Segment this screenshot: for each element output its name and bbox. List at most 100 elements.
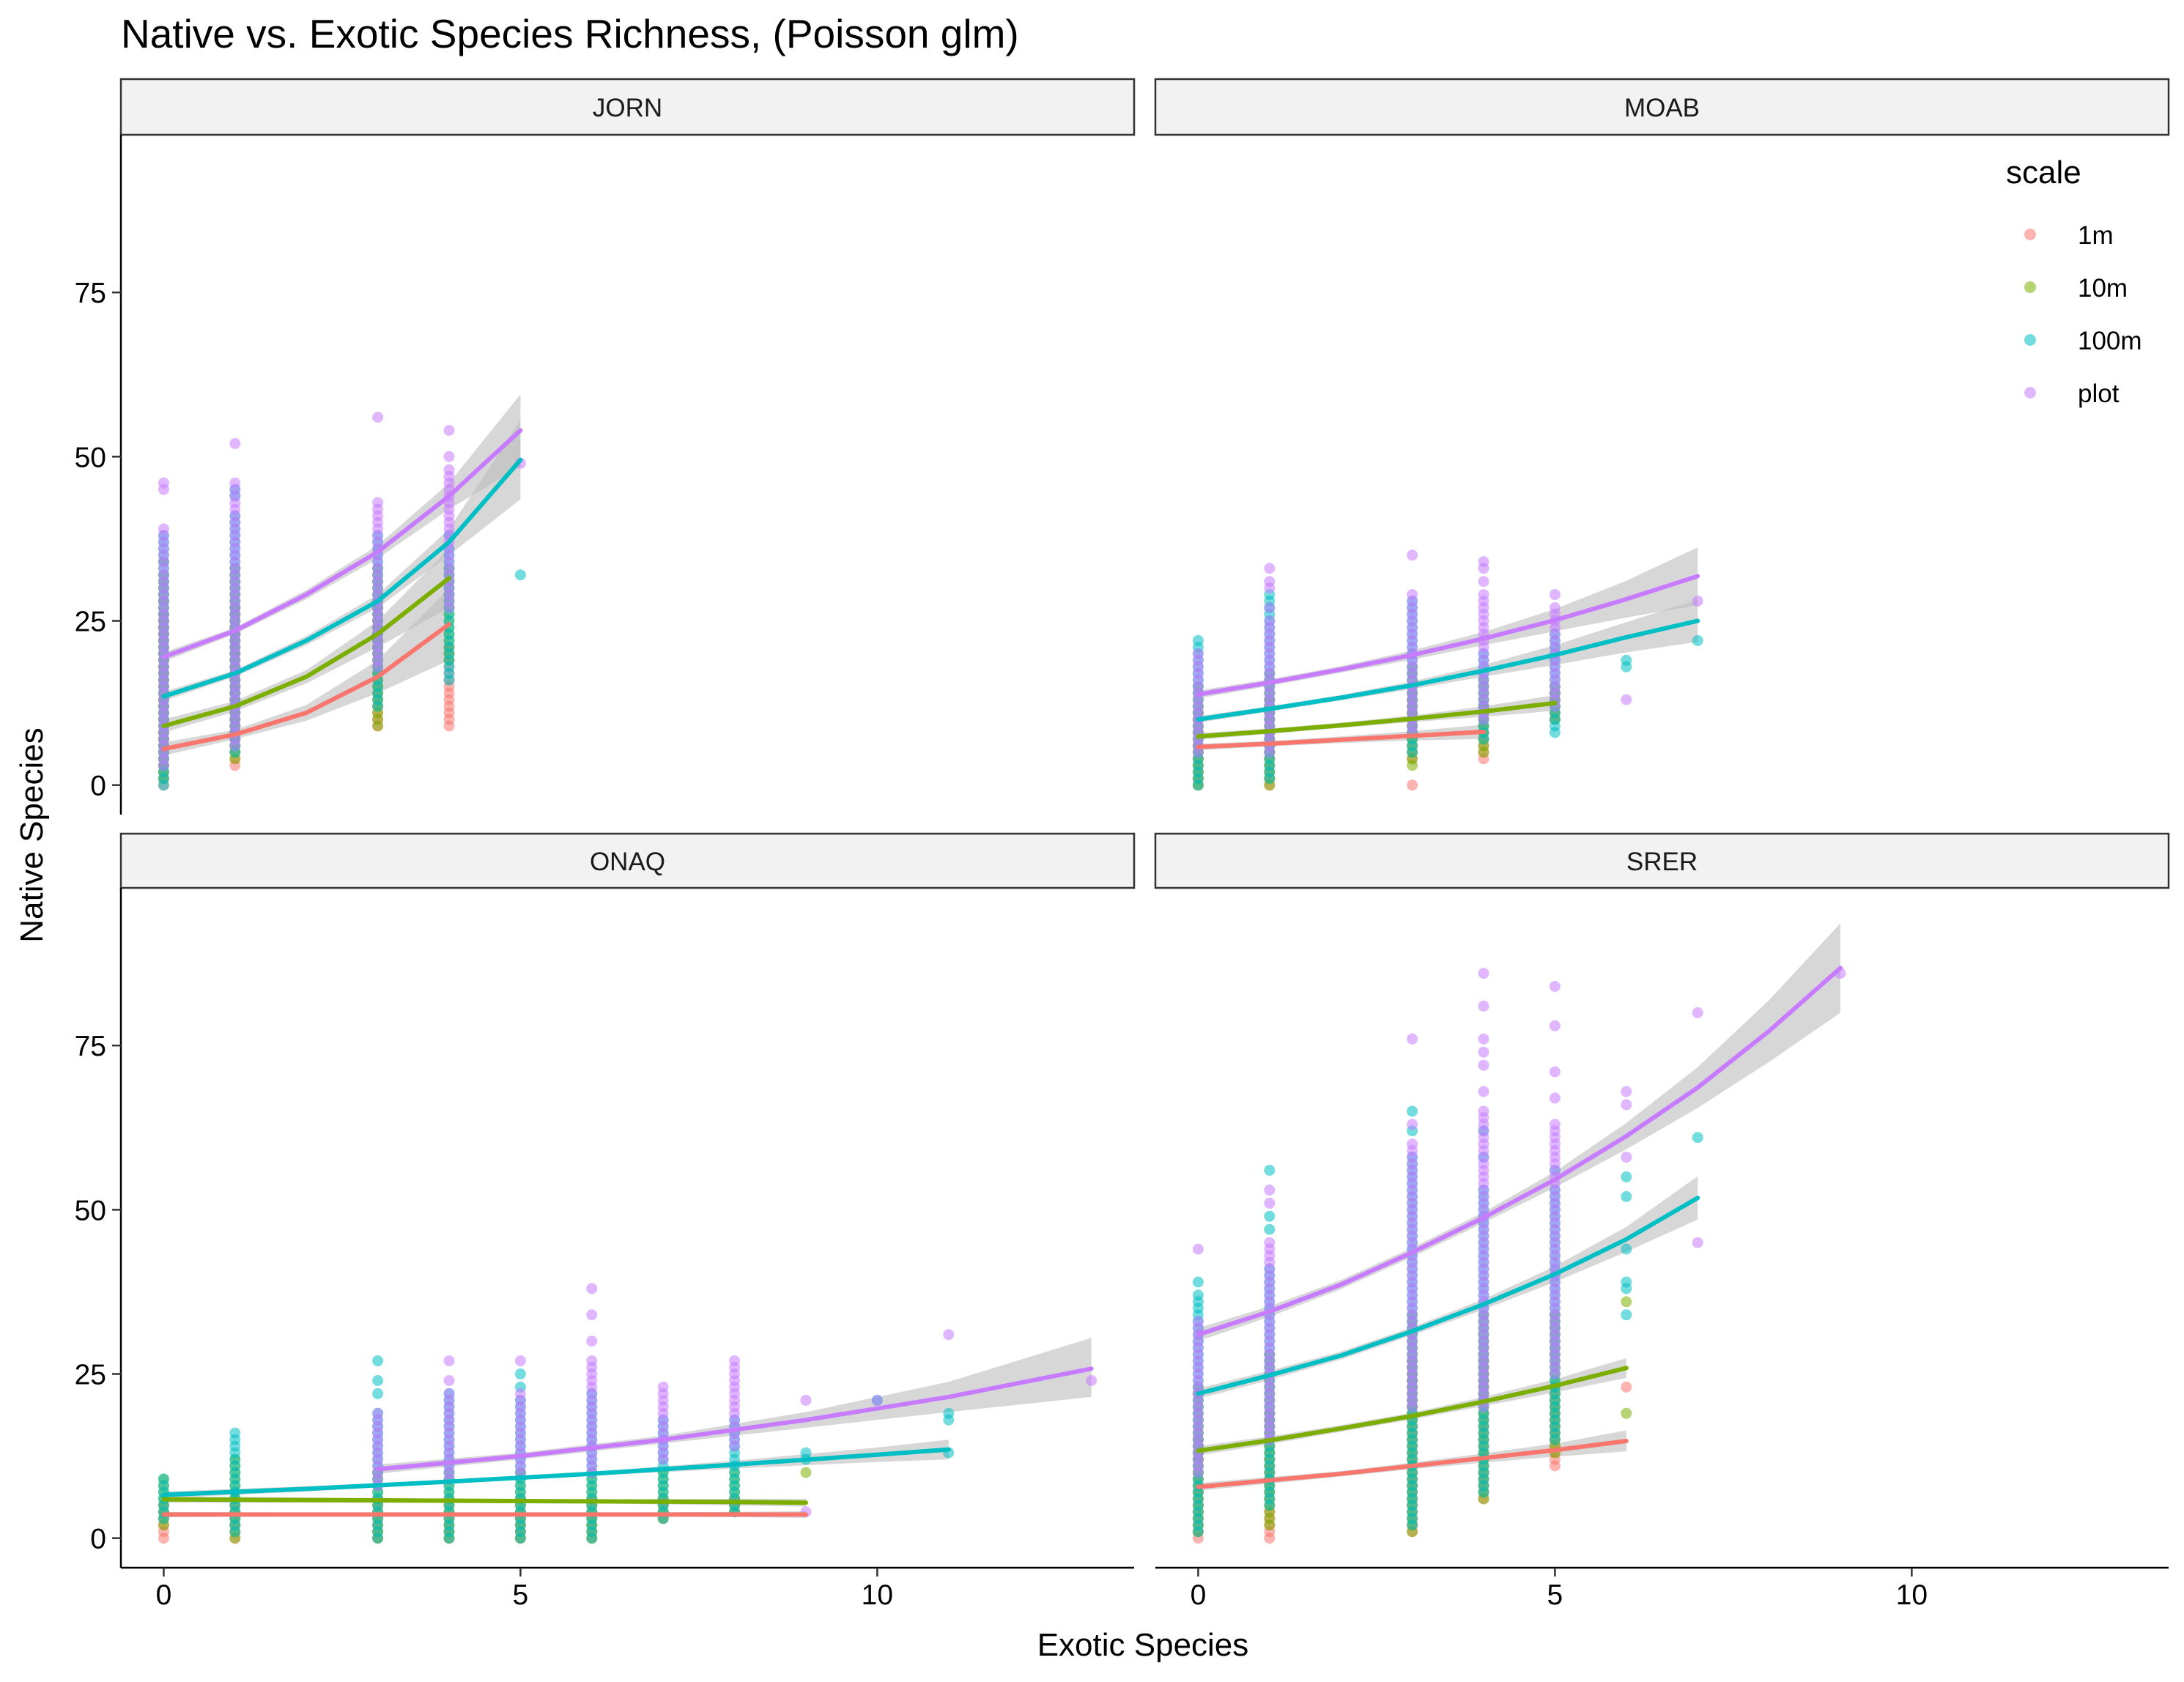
point-plot: [1478, 556, 1489, 568]
point-plot: [1192, 1316, 1204, 1327]
point-plot: [1192, 648, 1204, 659]
panel-jorn: JORN 0 25 50 75: [75, 78, 1136, 815]
legend-label-1m: 1m: [2078, 221, 2114, 250]
strip-onaq: [119, 832, 1136, 889]
point-plot: [443, 1375, 455, 1386]
point-plot: [1549, 602, 1561, 614]
y-tick-label: 0: [90, 771, 106, 802]
chart-title: Native vs. Exotic Species Richness, (Poi…: [121, 11, 1019, 56]
strip-srer: [1154, 832, 2170, 889]
point-plot: [1549, 1092, 1561, 1104]
strip-label-onaq: ONAQ: [590, 848, 665, 876]
y-tick-label: 0: [90, 1524, 106, 1555]
point-100m: [1264, 1165, 1276, 1176]
point-100m: [800, 1447, 812, 1459]
ci-band-100m: [1198, 1176, 1698, 1399]
point-plot: [372, 412, 384, 423]
strip-label-jorn: JORN: [593, 94, 662, 122]
panel-onaq: ONAQ 0 25 50 75 0 5 10: [75, 832, 1136, 1611]
point-plot: [514, 1355, 526, 1367]
x-axis-title: Exotic Species: [1037, 1627, 1249, 1663]
point-100m: [1621, 1171, 1632, 1182]
fit-line-1m: [1196, 730, 1486, 749]
ci-band-10m: [163, 548, 449, 733]
point-plot: [1692, 596, 1703, 607]
point-plot: [1549, 1020, 1561, 1031]
point-plot: [1478, 1046, 1489, 1058]
strip-label-moab: MOAB: [1624, 94, 1700, 122]
point-plot: [229, 477, 241, 489]
fit-lines: [161, 1366, 1094, 1517]
strip-moab: [1154, 78, 2170, 136]
legend-key-1m: [2024, 229, 2036, 240]
point-plot: [158, 477, 169, 489]
y-axis-title: Native Species: [14, 727, 50, 942]
point-plot: [443, 464, 455, 475]
point-100m: [1264, 1210, 1276, 1222]
point-100m: [1407, 1105, 1418, 1117]
point-plot: [443, 1355, 455, 1367]
strip-jorn: [119, 78, 1136, 136]
point-plot: [1478, 1000, 1489, 1012]
fit-line-10m: [1196, 1366, 1629, 1453]
point-100m: [1192, 1276, 1204, 1288]
point-plot: [1478, 1105, 1489, 1117]
point-plot: [1692, 1007, 1703, 1018]
point-100m: [1621, 1276, 1632, 1288]
point-1m: [1621, 1381, 1632, 1393]
x-tick-label: 10: [1896, 1579, 1928, 1611]
point-plot: [158, 523, 169, 535]
point-plot: [1407, 1033, 1418, 1045]
legend-key-100m: [2024, 334, 2036, 346]
confidence-bands: [163, 394, 521, 756]
point-plot: [1621, 694, 1632, 705]
y-tick-label: 50: [75, 1195, 106, 1226]
x-tick-label: 5: [1547, 1579, 1563, 1611]
point-plot: [1478, 576, 1489, 588]
point-plot: [1478, 1033, 1489, 1045]
point-plot: [1478, 968, 1489, 979]
point-100m: [1621, 654, 1632, 666]
point-100m: [1692, 634, 1703, 646]
point-100m: [372, 1388, 384, 1399]
point-plot: [1264, 615, 1276, 626]
point-100m: [514, 569, 526, 581]
legend-label-10m: 10m: [2078, 274, 2128, 303]
point-100m: [1192, 634, 1204, 646]
legend-label-plot: plot: [2078, 379, 2120, 408]
ci-band-plot: [1198, 547, 1698, 699]
point-plot: [1549, 981, 1561, 992]
point-plot: [443, 1388, 455, 1399]
fit-line-100m: [1196, 618, 1700, 722]
fit-line-10m: [1196, 700, 1558, 739]
fit-line-10m: [161, 576, 451, 728]
fit-lines: [1196, 966, 1843, 1489]
point-100m: [1264, 1223, 1276, 1235]
point-plot: [1192, 1243, 1204, 1255]
point-plot: [1264, 1197, 1276, 1209]
point-plot: [514, 1388, 526, 1399]
fit-line-1m: [161, 622, 451, 752]
point-plot: [586, 1335, 598, 1347]
point-100m: [229, 1427, 241, 1439]
point-10m: [1621, 1296, 1632, 1308]
panel-srer: SRER 0 5 10: [1154, 832, 2170, 1611]
point-plot: [443, 451, 455, 462]
fit-line-100m: [1196, 1196, 1700, 1396]
point-plot: [657, 1381, 669, 1393]
y-tick-label: 75: [75, 1031, 106, 1062]
point-plot: [1086, 1375, 1097, 1386]
strip-label-srer: SRER: [1626, 848, 1698, 876]
point-1m: [1407, 779, 1418, 791]
x-tick-label: 0: [1191, 1579, 1207, 1611]
point-plot: [871, 1394, 883, 1406]
point-100m: [372, 1375, 384, 1386]
x-tick-label: 0: [156, 1579, 172, 1611]
point-10m: [800, 1467, 812, 1478]
point-plot: [586, 1309, 598, 1321]
point-plot: [1407, 1119, 1418, 1130]
point-plot: [1621, 1152, 1632, 1163]
legend-key-10m: [2024, 281, 2036, 293]
point-100m: [372, 1355, 384, 1367]
